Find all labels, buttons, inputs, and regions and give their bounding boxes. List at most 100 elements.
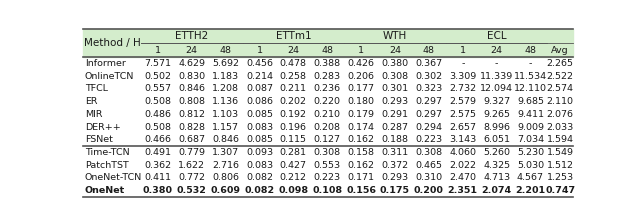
Text: 0.308: 0.308 [314, 148, 340, 157]
Text: 2.732: 2.732 [449, 84, 476, 93]
Text: 0.553: 0.553 [314, 161, 340, 170]
Text: 0.830: 0.830 [178, 72, 205, 81]
Text: ER: ER [84, 97, 97, 106]
Text: 0.258: 0.258 [280, 72, 307, 81]
Text: 0.465: 0.465 [415, 161, 442, 170]
Text: 24: 24 [491, 46, 502, 55]
Text: 0.086: 0.086 [246, 97, 273, 106]
Text: 0.082: 0.082 [246, 173, 273, 183]
Text: -: - [461, 59, 465, 68]
Text: 48: 48 [423, 46, 435, 55]
Text: 2.351: 2.351 [448, 186, 477, 195]
Text: 0.456: 0.456 [246, 59, 273, 68]
Text: 0.557: 0.557 [145, 84, 172, 93]
Text: 9.685: 9.685 [517, 97, 544, 106]
Text: 0.772: 0.772 [178, 173, 205, 183]
Text: 5.692: 5.692 [212, 59, 239, 68]
Text: 0.380: 0.380 [143, 186, 173, 195]
Text: 2.076: 2.076 [547, 110, 573, 119]
Text: 0.297: 0.297 [415, 97, 442, 106]
Text: 48: 48 [220, 46, 232, 55]
Text: 0.779: 0.779 [178, 148, 205, 157]
Text: 0.177: 0.177 [348, 84, 374, 93]
Text: 0.846: 0.846 [178, 84, 205, 93]
Text: 11.534: 11.534 [514, 72, 547, 81]
Text: 0.223: 0.223 [415, 135, 442, 144]
Text: 0.206: 0.206 [348, 72, 374, 81]
Text: ETTH2: ETTH2 [175, 31, 209, 41]
Text: 9.009: 9.009 [517, 123, 544, 132]
Text: 5.030: 5.030 [517, 161, 544, 170]
Text: 9.265: 9.265 [483, 110, 510, 119]
Text: 1.512: 1.512 [547, 161, 573, 170]
Text: 0.311: 0.311 [381, 148, 408, 157]
Text: 2.657: 2.657 [449, 123, 476, 132]
Text: 0.687: 0.687 [178, 135, 205, 144]
Text: 0.158: 0.158 [348, 148, 374, 157]
Text: 2.716: 2.716 [212, 161, 239, 170]
Text: 0.127: 0.127 [314, 135, 340, 144]
Text: 0.085: 0.085 [246, 135, 273, 144]
Text: 1: 1 [155, 46, 161, 55]
Text: 0.302: 0.302 [415, 72, 442, 81]
Text: 9.327: 9.327 [483, 97, 510, 106]
Text: 24: 24 [389, 46, 401, 55]
Text: 0.087: 0.087 [246, 84, 273, 93]
Text: 1.594: 1.594 [547, 135, 573, 144]
Text: 0.085: 0.085 [246, 110, 273, 119]
Text: 0.236: 0.236 [314, 84, 340, 93]
Text: 0.212: 0.212 [280, 173, 307, 183]
Text: 2.033: 2.033 [547, 123, 574, 132]
Text: 0.301: 0.301 [381, 84, 408, 93]
Text: DER++: DER++ [84, 123, 120, 132]
Text: 4.629: 4.629 [178, 59, 205, 68]
Text: 0.502: 0.502 [145, 72, 172, 81]
Text: 0.466: 0.466 [145, 135, 172, 144]
Text: 2.574: 2.574 [547, 84, 573, 93]
Text: 11.339: 11.339 [480, 72, 513, 81]
Text: 0.491: 0.491 [145, 148, 172, 157]
Text: 0.083: 0.083 [246, 123, 273, 132]
Text: 7.571: 7.571 [145, 59, 172, 68]
Text: 0.293: 0.293 [381, 97, 408, 106]
Text: OneNet-TCN: OneNet-TCN [84, 173, 142, 183]
Text: WTH: WTH [383, 31, 407, 41]
Text: 0.411: 0.411 [145, 173, 172, 183]
Text: MIR: MIR [84, 110, 102, 119]
Text: 0.609: 0.609 [211, 186, 241, 195]
Text: 0.380: 0.380 [381, 59, 408, 68]
Text: 0.175: 0.175 [380, 186, 410, 195]
Text: 0.115: 0.115 [280, 135, 307, 144]
Text: 2.265: 2.265 [547, 59, 573, 68]
Text: 4.713: 4.713 [483, 173, 510, 183]
Text: 1.622: 1.622 [178, 161, 205, 170]
Text: 4.325: 4.325 [483, 161, 510, 170]
Text: 0.323: 0.323 [415, 84, 442, 93]
Text: 0.192: 0.192 [280, 110, 307, 119]
Text: 2.110: 2.110 [547, 97, 573, 106]
Text: 0.208: 0.208 [314, 123, 340, 132]
Text: 1.103: 1.103 [212, 110, 239, 119]
Text: 2.579: 2.579 [449, 97, 476, 106]
Text: 0.082: 0.082 [244, 186, 275, 195]
Text: 0.427: 0.427 [280, 161, 307, 170]
Text: FSNet: FSNet [84, 135, 113, 144]
Text: 4.567: 4.567 [517, 173, 544, 183]
Text: 0.196: 0.196 [280, 123, 307, 132]
Text: 0.188: 0.188 [381, 135, 408, 144]
Text: 0.812: 0.812 [178, 110, 205, 119]
Text: 0.283: 0.283 [314, 72, 340, 81]
Text: 0.098: 0.098 [278, 186, 308, 195]
Text: OneNet: OneNet [84, 186, 125, 195]
Text: PatchTST: PatchTST [84, 161, 129, 170]
Text: 0.180: 0.180 [348, 97, 374, 106]
Text: 0.806: 0.806 [212, 173, 239, 183]
Text: 0.486: 0.486 [145, 110, 172, 119]
Text: 0.171: 0.171 [348, 173, 374, 183]
Text: 0.220: 0.220 [314, 97, 340, 106]
Text: 0.162: 0.162 [348, 161, 374, 170]
Text: 6.051: 6.051 [483, 135, 510, 144]
Text: 0.426: 0.426 [348, 59, 374, 68]
Text: 0.308: 0.308 [415, 148, 442, 157]
Text: 0.210: 0.210 [314, 110, 340, 119]
